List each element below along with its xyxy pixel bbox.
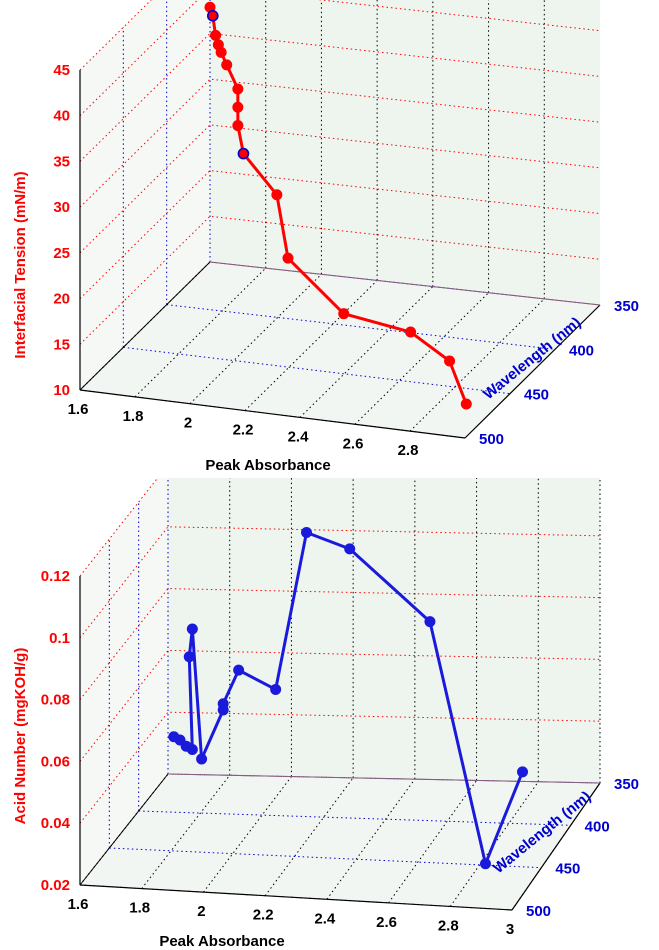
panel-fills — [80, 478, 600, 910]
x-tick-label: 1.6 — [68, 896, 89, 913]
z-tick-label: 30 — [53, 199, 70, 216]
data-point — [405, 326, 417, 338]
z-tick-label: 0.02 — [41, 877, 70, 894]
data-point — [270, 683, 282, 695]
z-tick-label: 0.06 — [41, 753, 70, 770]
data-point — [301, 526, 313, 538]
tick-labels: 10 15 20 25 30 35 40 45 1.6 1.8 2 2.2 2.4 2.6 2.8 350 40… — [53, 62, 639, 459]
z-tick-label: 0.1 — [49, 630, 70, 647]
floor-back-edge — [167, 773, 601, 784]
data-point — [517, 766, 529, 778]
x-axis-label: Peak Absorbance — [159, 933, 284, 950]
z-tick-label: 15 — [53, 336, 70, 353]
z-tick-label: 45 — [53, 62, 70, 79]
z-axis-label: Interfacial Tension (mN/m) — [12, 171, 29, 358]
x-tick-label: 2.6 — [376, 914, 397, 931]
y-axis-line — [464, 304, 601, 439]
data-point — [232, 120, 244, 132]
z-tick-label: 10 — [53, 382, 70, 399]
z-axis-label: Acid Number (mgKOH/g) — [12, 648, 29, 825]
data-point — [232, 83, 244, 95]
floor-left-edge — [79, 261, 211, 391]
tick-labels: 0.02 0.04 0.06 0.08 0.1 0.12 1.6 1.8 2 2.2 2.4 2.6 2… — [41, 568, 639, 938]
axis-lines — [79, 70, 601, 439]
x-tick-label: 1.8 — [123, 408, 144, 425]
x-axis-label: Peak Absorbance — [205, 457, 330, 474]
data-point — [460, 398, 472, 410]
chart-interfacial-tension: 10 15 20 25 30 35 40 45 1.6 1.8 2 2.2 2.4 2.6 2.8 350 40… — [12, 0, 639, 474]
left-wall-pane — [80, 0, 210, 390]
panel-fills — [80, 0, 600, 438]
x-grid-line — [449, 781, 539, 907]
x-grid-line — [203, 776, 292, 893]
data-point — [206, 10, 219, 22]
x-grid-line — [141, 774, 231, 889]
axis-lines — [79, 576, 601, 911]
floor-left-edge — [79, 773, 169, 886]
series — [204, 1, 472, 410]
data-point — [232, 101, 244, 113]
x-tick-label: 2.4 — [314, 910, 336, 927]
data-point — [282, 252, 294, 264]
data-point — [444, 355, 456, 367]
floor-pane — [80, 262, 600, 438]
x-tick-label: 2.8 — [438, 917, 459, 934]
x-tick-label: 2.8 — [398, 442, 419, 459]
x-tick-label: 2.4 — [288, 428, 310, 445]
y-grid-line — [123, 346, 511, 395]
data-point — [215, 46, 227, 58]
y-tick-label: 450 — [555, 861, 580, 878]
data-point — [221, 59, 233, 71]
x-tick-label: 2.6 — [343, 435, 364, 452]
z-tick-label: 25 — [53, 245, 70, 262]
x-tick-label: 2.2 — [253, 907, 274, 924]
floor-pane — [80, 774, 600, 910]
data-point — [237, 147, 250, 160]
y-grid-line — [138, 810, 571, 826]
y-tick-label: 400 — [585, 818, 610, 835]
y-grid-line — [109, 847, 542, 869]
x-axis-line — [79, 884, 513, 911]
data-point — [210, 29, 222, 41]
data-point — [338, 308, 350, 320]
z-tick-label: 0.12 — [41, 568, 70, 585]
x-tick-label: 2 — [184, 415, 192, 432]
back-wall-pane — [210, 0, 600, 305]
y-tick-label: 500 — [526, 903, 551, 920]
y-axis-line — [511, 782, 601, 911]
floor-back-edge — [209, 261, 601, 306]
y-tick-label: 350 — [614, 298, 639, 315]
y-tick-label: 500 — [479, 431, 504, 448]
data-point — [233, 664, 245, 676]
z-tick-label: 35 — [53, 153, 70, 170]
data-point — [271, 189, 283, 201]
data-point — [186, 744, 198, 756]
series — [168, 526, 529, 870]
x-grid-line — [189, 273, 322, 405]
data-point — [196, 753, 208, 765]
x-tick-label: 2 — [197, 903, 205, 920]
data-point — [217, 698, 229, 710]
x-tick-label: 3 — [506, 921, 514, 938]
y-tick-label: 400 — [569, 342, 594, 359]
y-tick-label: 350 — [614, 776, 639, 793]
data-point — [344, 543, 356, 555]
y-tick-label: 450 — [524, 387, 549, 404]
z-tick-label: 40 — [53, 108, 70, 125]
left-wall-pane — [80, 478, 168, 885]
back-wall-pane — [168, 478, 600, 783]
data-point — [186, 623, 198, 635]
x-tick-label: 2.2 — [233, 422, 254, 439]
z-tick-label: 20 — [53, 291, 70, 308]
x-tick-label: 1.6 — [68, 401, 89, 418]
x-tick-label: 1.8 — [129, 900, 150, 917]
x-axis-line — [79, 389, 466, 439]
data-point — [424, 616, 436, 628]
z-tick-label: 0.08 — [41, 692, 70, 709]
x-grid-line — [264, 777, 354, 897]
chart-acid-number: 0.02 0.04 0.06 0.08 0.1 0.12 1.6 1.8 2 2.2 2.4 2.6 2… — [12, 478, 639, 950]
data-point — [183, 651, 195, 663]
data-point — [479, 858, 491, 870]
z-tick-label: 0.04 — [41, 815, 71, 832]
